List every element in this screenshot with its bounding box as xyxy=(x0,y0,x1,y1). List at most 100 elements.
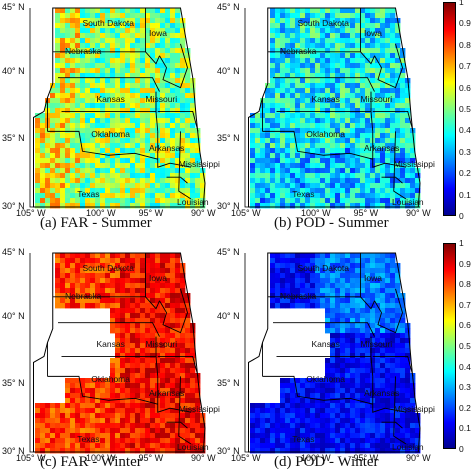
region-outline xyxy=(248,252,421,453)
field-cell xyxy=(160,413,166,419)
state-border xyxy=(372,131,407,168)
field-cell xyxy=(325,203,331,209)
field-cell xyxy=(120,253,126,259)
caption-far-winter: (c) FAR - Winter xyxy=(40,454,142,470)
field-cell xyxy=(70,413,76,419)
field-cell xyxy=(40,428,46,434)
field-cell xyxy=(145,273,151,279)
field-cell xyxy=(405,163,411,169)
field-cell xyxy=(175,308,181,314)
field-cell xyxy=(130,148,136,154)
field-cell xyxy=(400,73,406,79)
field-cell xyxy=(265,113,271,119)
state-border xyxy=(159,43,188,89)
field-cell xyxy=(390,333,396,339)
field-cell xyxy=(270,38,276,44)
field-cell xyxy=(165,418,171,424)
field-cell xyxy=(390,268,396,274)
field-cell xyxy=(355,183,361,189)
field-cell xyxy=(335,8,341,14)
field-cell xyxy=(75,33,81,39)
field-cell xyxy=(345,263,351,269)
field-cell xyxy=(135,83,141,89)
field-cell xyxy=(100,268,106,274)
field-cell xyxy=(300,148,306,154)
field-cell xyxy=(125,363,131,369)
field-cell xyxy=(280,178,286,184)
field-cell xyxy=(365,43,371,49)
field-cell xyxy=(280,203,286,209)
field-cell xyxy=(340,408,346,414)
field-cell xyxy=(365,333,371,339)
field-cell xyxy=(110,83,116,89)
field-cell xyxy=(65,278,71,284)
field-cell xyxy=(75,408,81,414)
field-cell xyxy=(120,323,126,329)
field-cell xyxy=(255,413,261,419)
field-cell xyxy=(90,73,96,79)
field-cell xyxy=(355,373,361,379)
field-cell xyxy=(370,13,376,19)
field-cell xyxy=(320,178,326,184)
field-cell xyxy=(120,68,126,74)
field-cell xyxy=(335,88,341,94)
field-cell xyxy=(70,433,76,439)
field-cell xyxy=(135,323,141,329)
field-cell xyxy=(155,183,161,189)
field-cell xyxy=(280,163,286,169)
field-cell xyxy=(345,378,351,384)
field-cell xyxy=(70,423,76,429)
field-cell xyxy=(45,433,51,439)
field-cell xyxy=(400,403,406,409)
field-cell xyxy=(355,33,361,39)
field-cell xyxy=(175,358,181,364)
field-cell xyxy=(70,123,76,129)
field-cell xyxy=(145,283,151,289)
field-cell xyxy=(135,348,141,354)
field-cell xyxy=(155,53,161,59)
colorbar-tick-label: 0.6 xyxy=(459,320,471,331)
field-cell xyxy=(115,63,121,69)
field-cell xyxy=(330,198,336,204)
field-cell xyxy=(105,133,111,139)
field-cell xyxy=(40,433,46,439)
longitude-tick: 90° W xyxy=(191,453,216,463)
field-cell xyxy=(145,148,151,154)
field-cell xyxy=(65,43,71,49)
field-cell xyxy=(150,98,156,104)
field-cell xyxy=(150,278,156,284)
field-cell xyxy=(125,343,131,349)
field-cell xyxy=(170,158,176,164)
field-cell xyxy=(315,273,321,279)
field-cell xyxy=(140,128,146,134)
field-cell xyxy=(360,308,366,314)
field-cell xyxy=(340,143,346,149)
field-cell xyxy=(315,98,321,104)
field-cell xyxy=(120,343,126,349)
field-cell xyxy=(105,143,111,149)
field-cell xyxy=(65,283,71,289)
field-cell xyxy=(275,273,281,279)
field-cell xyxy=(175,363,181,369)
field-cell xyxy=(145,83,151,89)
field-cell xyxy=(85,123,91,129)
field-cell xyxy=(115,108,121,114)
colorbar-tick-label: 0.2 xyxy=(459,402,471,413)
field-cell xyxy=(320,23,326,29)
field-cell xyxy=(330,398,336,404)
field-cell xyxy=(310,253,316,259)
field-cell xyxy=(320,168,326,174)
field-cell xyxy=(355,403,361,409)
field-cell xyxy=(290,93,296,99)
field-cell xyxy=(90,128,96,134)
field-cell xyxy=(295,288,301,294)
field-cell xyxy=(270,418,276,424)
field-cell xyxy=(360,383,366,389)
field-cell xyxy=(295,383,301,389)
field-cell xyxy=(365,383,371,389)
field-cell xyxy=(300,108,306,114)
field-cell xyxy=(165,383,171,389)
field-cell xyxy=(115,353,121,359)
field-cell xyxy=(70,93,76,99)
field-cell xyxy=(60,433,66,439)
